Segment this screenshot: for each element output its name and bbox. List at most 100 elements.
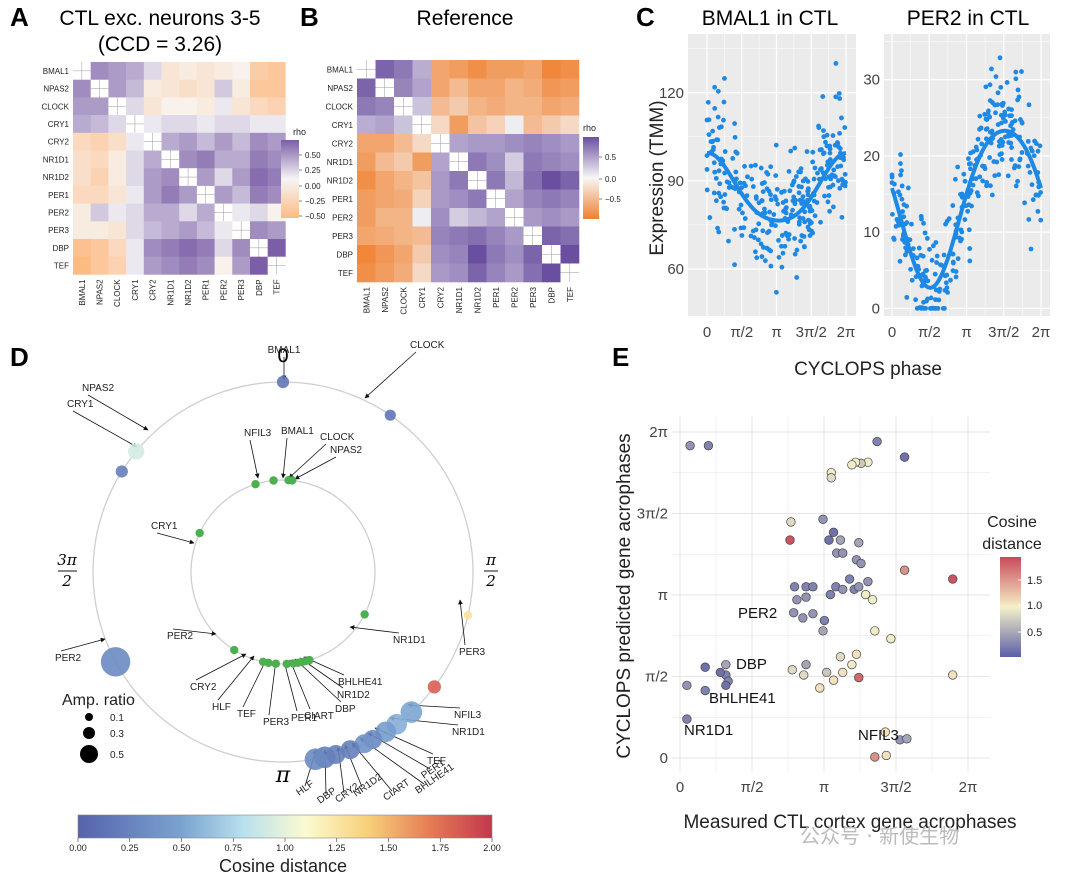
heatmap-cell [542, 189, 561, 209]
panel-e-point-labels: PER2 DBP BHLHE41 NR1D1 NFIL3 [684, 605, 899, 744]
row-label: PER3 [332, 232, 353, 241]
x-tick-label: π/2 [918, 324, 941, 341]
data-point [800, 194, 806, 200]
label-arrow [268, 659, 278, 716]
heatmap-cell [394, 263, 413, 283]
outer-gene-point [463, 610, 473, 620]
data-point [767, 209, 772, 215]
heatmap-cell [250, 168, 268, 187]
heatmap-cell [357, 171, 376, 190]
y-tick-label: π [658, 587, 668, 604]
data-point [854, 672, 864, 683]
col-label: PER3 [529, 286, 538, 307]
data-point [1036, 192, 1041, 198]
col-label: BMAL1 [78, 279, 87, 306]
legend-tick-label: −0.5 [605, 195, 621, 204]
panel-e: E PER2 DBP BHLHE41 NR1D1 NFIL3 2π 3π/2 π π/2 00 π… [612, 342, 1042, 833]
data-point [847, 659, 857, 670]
heatmap-cell [161, 221, 180, 240]
heatmap-cell [412, 263, 432, 283]
gene-label: NR1D2 [337, 690, 370, 701]
data-point [950, 259, 956, 265]
label-arrow [289, 659, 311, 710]
data-point [900, 209, 906, 214]
heatmap-cell [108, 239, 127, 257]
outer-gene-point [100, 647, 131, 677]
heatmap-cell [449, 245, 469, 264]
data-point [821, 134, 827, 140]
data-point [967, 258, 973, 264]
col-label: PER1 [492, 286, 501, 307]
x-tick-label: 2π [837, 324, 856, 341]
data-point [867, 595, 878, 605]
heatmap-cell [357, 115, 376, 135]
panel-c: C BMAL1 in CTL PER2 in CTL 0 π/2 π 3π/2 2π 0 π… [636, 2, 1050, 380]
x-tick-label: π [961, 324, 971, 341]
data-point [837, 185, 843, 191]
gene-label: BMAL1 [268, 345, 301, 356]
outer-gene-point [276, 375, 290, 389]
col-label: PER2 [219, 279, 228, 300]
data-point [738, 202, 744, 208]
data-point [779, 233, 785, 238]
row-label: DBP [337, 250, 353, 259]
data-point [774, 186, 780, 192]
heatmap-cell [126, 185, 145, 204]
data-point [726, 185, 732, 190]
data-point [1035, 208, 1041, 214]
data-point [1019, 150, 1025, 155]
heatmap-cell [179, 203, 198, 222]
heatmap-cell [375, 97, 395, 116]
data-point [899, 168, 904, 174]
heatmap-cell [250, 203, 268, 222]
row-label: BMAL1 [327, 65, 354, 74]
data-point [863, 576, 873, 587]
heatmap-cell [431, 263, 450, 283]
colorbar-tick-label: 0.50 [173, 843, 191, 853]
heatmap-cell [73, 115, 91, 134]
y-tick-label: 20 [863, 148, 880, 165]
gene-label: CRY1 [67, 399, 94, 410]
data-point [953, 269, 959, 274]
heatmap-cell [108, 62, 127, 80]
panel-e-letter: E [612, 342, 629, 372]
x-tick-label: 2π [1032, 324, 1051, 341]
data-point [787, 188, 793, 194]
data-point [818, 514, 828, 524]
data-point [925, 278, 931, 284]
y-tick-label: 30 [863, 72, 880, 89]
data-point [724, 179, 730, 185]
data-point [984, 117, 990, 122]
data-point [799, 233, 805, 238]
data-point [707, 215, 713, 220]
heatmap-cell [449, 171, 469, 190]
data-point [790, 198, 796, 204]
gene-label: PER2 [55, 653, 82, 664]
heatmap-cell [73, 79, 91, 98]
data-point [961, 171, 967, 177]
data-point [792, 145, 798, 151]
inner-gene-point [230, 645, 239, 655]
data-point [799, 670, 809, 680]
col-label: CRY1 [418, 286, 427, 308]
gene-label: CIART [381, 777, 412, 803]
heatmap-cell [90, 62, 109, 80]
data-point [814, 200, 820, 205]
heatmap-cell [126, 132, 145, 151]
data-point [742, 216, 748, 221]
data-point [722, 76, 727, 81]
col-label: NR1D1 [166, 279, 175, 306]
data-point [732, 226, 737, 232]
panel-c-xlabel: CYCLOPS phase [794, 359, 942, 380]
data-point [818, 147, 824, 152]
heatmap-cell [486, 171, 506, 190]
colorbar-tick-label: 2.00 [483, 843, 501, 853]
row-label: TEF [54, 262, 69, 271]
data-point [835, 652, 846, 662]
data-point [721, 659, 731, 670]
data-point [955, 256, 961, 262]
data-point [928, 295, 934, 301]
data-point [959, 229, 965, 235]
data-point [946, 216, 952, 222]
data-point [1027, 169, 1033, 175]
